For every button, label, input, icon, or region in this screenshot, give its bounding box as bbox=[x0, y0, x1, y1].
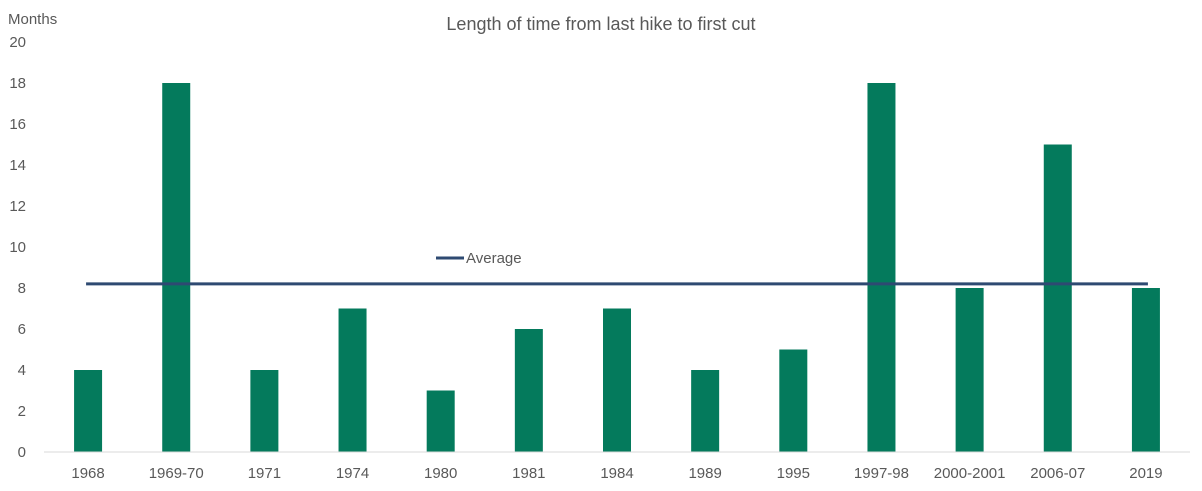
y-tick-label: 12 bbox=[9, 198, 26, 215]
y-tick-label: 14 bbox=[9, 157, 26, 174]
y-tick-label: 0 bbox=[18, 444, 26, 461]
bar-2006-07 bbox=[1043, 144, 1072, 452]
y-tick-label: 8 bbox=[18, 280, 26, 297]
y-tick-label: 2 bbox=[18, 403, 26, 420]
bar-1981 bbox=[514, 329, 543, 452]
y-tick-label: 10 bbox=[9, 239, 26, 256]
y-tick-label: 6 bbox=[18, 321, 26, 338]
bar-2000-2001 bbox=[955, 288, 984, 452]
x-tick-label: 1968 bbox=[71, 465, 104, 482]
y-tick-label: 20 bbox=[9, 34, 26, 51]
chart-title: Length of time from last hike to first c… bbox=[446, 14, 755, 34]
bars bbox=[74, 83, 1160, 452]
bar-1980 bbox=[426, 390, 455, 452]
x-tick-label: 1989 bbox=[688, 465, 721, 482]
bar-1995 bbox=[779, 349, 808, 452]
x-tick-label: 1981 bbox=[512, 465, 545, 482]
bar-1974 bbox=[338, 308, 367, 452]
bar-1969-70 bbox=[162, 83, 191, 452]
bar-1968 bbox=[74, 370, 103, 452]
bar-1989 bbox=[691, 370, 720, 452]
x-tick-label: 1997-98 bbox=[854, 465, 909, 482]
x-tick-label: 2000-2001 bbox=[934, 465, 1006, 482]
x-tick-label: 1980 bbox=[424, 465, 457, 482]
bar-1997-98 bbox=[867, 83, 896, 452]
x-tick-label: 1971 bbox=[248, 465, 281, 482]
y-axis-ticks: 0 2 4 6 8 10 12 14 16 18 20 bbox=[9, 34, 26, 461]
y-tick-label: 4 bbox=[18, 362, 26, 379]
x-tick-label: 1984 bbox=[600, 465, 633, 482]
x-tick-label: 1969-70 bbox=[149, 465, 204, 482]
x-tick-label: 1995 bbox=[777, 465, 810, 482]
y-axis-label: Months bbox=[8, 11, 57, 28]
y-tick-label: 16 bbox=[9, 116, 26, 133]
bar-2019 bbox=[1131, 288, 1160, 452]
y-tick-label: 18 bbox=[9, 75, 26, 92]
legend-label-average: Average bbox=[466, 250, 522, 267]
bar-1971 bbox=[250, 370, 279, 452]
x-tick-label: 2019 bbox=[1129, 465, 1162, 482]
legend: Average bbox=[436, 250, 522, 267]
x-tick-label: 1974 bbox=[336, 465, 369, 482]
x-tick-label: 2006-07 bbox=[1030, 465, 1085, 482]
x-axis-ticks: 1968 1969-70 1971 1974 1980 1981 1984 1989 1995 1… bbox=[71, 465, 1162, 482]
bar-1984 bbox=[603, 308, 631, 452]
